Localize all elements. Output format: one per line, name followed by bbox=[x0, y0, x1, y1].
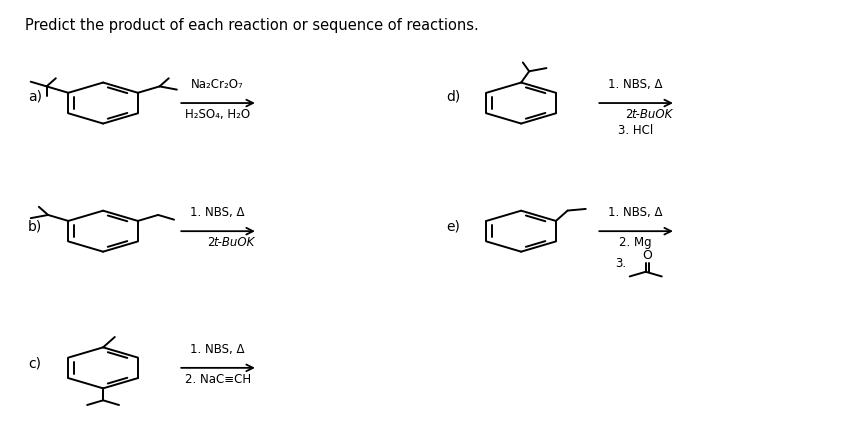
Text: O: O bbox=[643, 249, 652, 262]
Text: 1. NBS, Δ: 1. NBS, Δ bbox=[190, 343, 245, 356]
Text: 1. NBS, Δ: 1. NBS, Δ bbox=[609, 78, 663, 91]
Text: 3. HCl: 3. HCl bbox=[618, 124, 654, 138]
Text: a): a) bbox=[28, 90, 42, 104]
Text: b): b) bbox=[28, 220, 42, 234]
Text: c): c) bbox=[28, 357, 41, 370]
Text: e): e) bbox=[446, 220, 460, 234]
Text: 2.: 2. bbox=[626, 108, 641, 121]
Text: 2. Mg: 2. Mg bbox=[620, 236, 652, 249]
Text: t-BuOK: t-BuOK bbox=[213, 236, 255, 249]
Text: t-BuOK: t-BuOK bbox=[632, 108, 673, 121]
Text: d): d) bbox=[446, 90, 460, 104]
Text: 1. NBS, Δ: 1. NBS, Δ bbox=[190, 206, 245, 219]
Text: 2.: 2. bbox=[207, 236, 223, 249]
Text: Predict the product of each reaction or sequence of reactions.: Predict the product of each reaction or … bbox=[26, 18, 479, 33]
Text: 2. NaC≡CH: 2. NaC≡CH bbox=[184, 373, 251, 386]
Text: 3.: 3. bbox=[615, 257, 626, 270]
Text: H₂SO₄, H₂O: H₂SO₄, H₂O bbox=[185, 108, 250, 121]
Text: Na₂Cr₂O₇: Na₂Cr₂O₇ bbox=[191, 78, 244, 91]
Text: 1. NBS, Δ: 1. NBS, Δ bbox=[609, 206, 663, 219]
